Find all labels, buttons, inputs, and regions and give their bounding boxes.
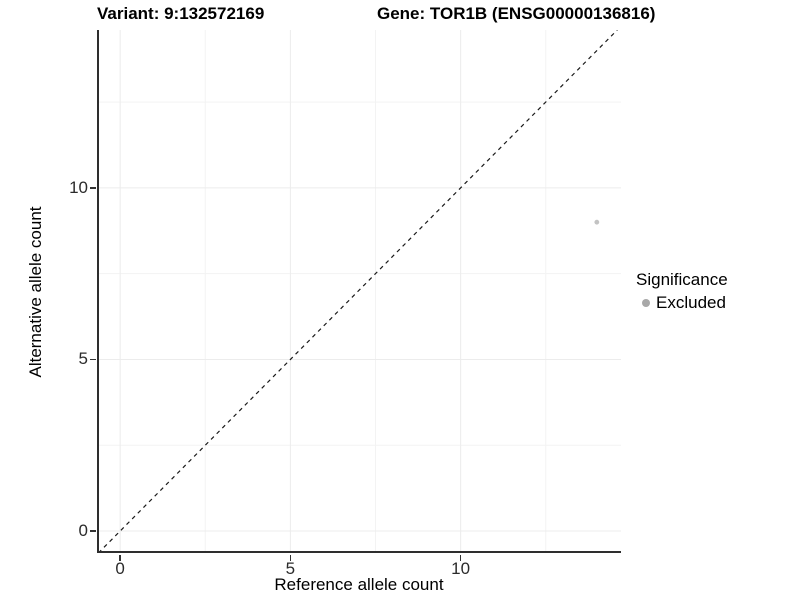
y-tick-label: 5 [78,349,88,369]
y-axis-title: Alternative allele count [26,206,45,378]
x-tick-label: 10 [451,559,471,578]
plot-panel-svg [97,30,621,553]
y-tick-mark [90,530,96,532]
y-tick-label: 0 [78,521,88,541]
plot-title-gene: Gene: TOR1B (ENSG00000136816) [377,4,656,23]
legend-item-label: Excluded [656,293,726,312]
identity-dashed-line [97,30,618,553]
y-tick-mark [90,187,96,189]
x-tick-mark [119,555,121,561]
plot-title-variant: Variant: 9:132572169 [97,4,265,23]
y-tick-mark [90,358,96,361]
legend-point-icon [642,299,650,307]
x-tick-label: 0 [115,559,125,578]
legend-item-excluded: Excluded [642,293,728,313]
plot-panel [97,30,621,553]
data-point [594,219,600,225]
x-axis-title: Reference allele count [274,575,444,594]
legend-title: Significance [636,270,728,289]
x-tick-mark [289,555,292,561]
x-tick-mark [459,555,462,561]
x-tick-label: 5 [285,559,296,578]
legend: Significance Excluded [636,270,728,313]
y-tick-label: 10 [69,177,88,197]
